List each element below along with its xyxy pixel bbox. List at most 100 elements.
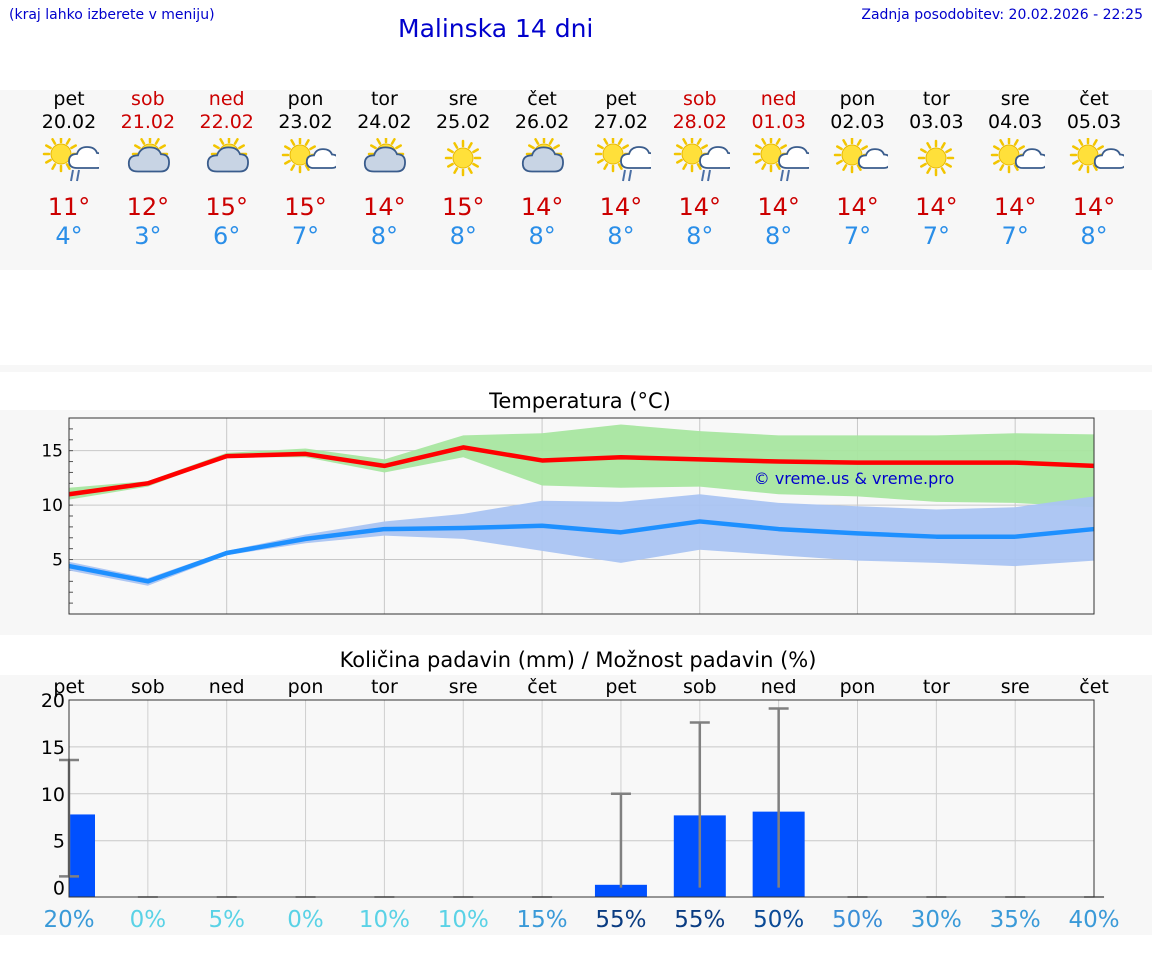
rain-probability-label: 55% bbox=[595, 907, 646, 933]
day-name: ned bbox=[208, 88, 245, 110]
day-column: sob 21.02 12° 3° bbox=[108, 88, 188, 250]
weather-icon-slot bbox=[914, 138, 958, 188]
rain-bar bbox=[594, 884, 647, 897]
temp-max-line bbox=[68, 445, 1095, 497]
weather-icon-slot bbox=[42, 138, 99, 188]
rain-day-label: ned bbox=[761, 676, 797, 698]
sun-small-cloud-icon bbox=[281, 138, 336, 174]
day-min-temp: 8° bbox=[686, 222, 714, 250]
day-min-temp: 7° bbox=[291, 222, 320, 250]
rain-day-label: sre bbox=[449, 676, 478, 698]
day-name: pet bbox=[605, 88, 637, 110]
rain-day-label: tor bbox=[923, 676, 950, 698]
rain-probability-label: 50% bbox=[753, 907, 804, 933]
day-column: čet 26.02 14° 8° bbox=[502, 88, 582, 250]
rain-day-label: pet bbox=[53, 676, 84, 698]
day-max-temp: 14° bbox=[1072, 193, 1116, 221]
rain-y-tick-label: 0 bbox=[53, 878, 65, 900]
day-column: pon 02.03 14° 7° bbox=[818, 88, 898, 250]
day-column: pet 20.02 11° 4° bbox=[29, 88, 109, 250]
temp-y-tick-label: 5 bbox=[52, 551, 63, 571]
rain-y-tick-label: 15 bbox=[41, 737, 65, 759]
day-column: tor 03.03 14° 7° bbox=[896, 88, 976, 250]
rain-day-label: pet bbox=[605, 676, 636, 698]
day-max-temp: 12° bbox=[126, 193, 170, 221]
day-name: pon bbox=[839, 88, 876, 110]
rain-probability-label: 30% bbox=[911, 907, 962, 933]
day-max-temp: 14° bbox=[599, 193, 643, 221]
weather-icon-slot bbox=[990, 138, 1046, 188]
day-name: pon bbox=[287, 88, 324, 110]
day-date: 26.02 bbox=[514, 111, 570, 133]
weather-icon-slot bbox=[594, 138, 651, 188]
weather-icon-slot bbox=[752, 138, 809, 188]
last-update: Zadnja posodobitev: 20.02.2026 - 22:25 bbox=[861, 7, 1143, 23]
day-max-temp: 14° bbox=[520, 193, 564, 221]
day-date: 01.03 bbox=[751, 111, 806, 133]
weather-icon-slot bbox=[281, 138, 336, 188]
sun-cloud-rain-icon bbox=[42, 138, 99, 182]
rain-plot-area bbox=[69, 700, 1094, 897]
day-max-temp: 14° bbox=[836, 193, 879, 221]
day-min-temp: 7° bbox=[922, 222, 950, 250]
day-date: 25.02 bbox=[436, 111, 491, 133]
rain-probability-label: 5% bbox=[208, 907, 245, 933]
rain-y-tick-label: 5 bbox=[53, 831, 65, 853]
day-min-temp: 8° bbox=[528, 222, 556, 250]
temp-min-line bbox=[68, 519, 1095, 584]
rain-probability-label: 40% bbox=[1068, 907, 1119, 933]
rain-bar bbox=[69, 814, 95, 897]
day-name: čet bbox=[527, 88, 557, 110]
rain-day-label: ned bbox=[209, 676, 245, 698]
location-hint: (kraj lahko izberete v meniju) bbox=[9, 7, 215, 23]
sun-behind-cloud-icon bbox=[206, 138, 249, 173]
rain-y-tick-label: 10 bbox=[41, 784, 65, 806]
precipitation-chart: Količina padavin (mm) / Možnost padavin … bbox=[0, 648, 1152, 935]
day-max-temp: 15° bbox=[205, 193, 248, 221]
temp-y-tick-label: 10 bbox=[41, 496, 63, 516]
day-name: sre bbox=[448, 88, 478, 110]
sun-small-cloud-icon bbox=[990, 138, 1046, 174]
weather-icon-slot bbox=[520, 138, 565, 188]
day-date: 21.02 bbox=[120, 111, 176, 133]
day-min-temp: 7° bbox=[843, 222, 872, 250]
day-min-temp: 8° bbox=[607, 222, 635, 250]
rain-day-label: pon bbox=[840, 676, 876, 698]
rain-probability-label: 15% bbox=[517, 907, 568, 933]
day-name: sob bbox=[131, 88, 165, 110]
rain-day-label: tor bbox=[371, 676, 398, 698]
day-column: čet 05.03 14° 8° bbox=[1054, 88, 1134, 250]
weather-icon-slot bbox=[441, 138, 485, 188]
day-name: ned bbox=[760, 88, 797, 110]
day-max-temp: 15° bbox=[441, 193, 485, 221]
rain-day-label: čet bbox=[527, 676, 557, 698]
sun-behind-cloud-icon bbox=[127, 138, 170, 173]
day-min-temp: 8° bbox=[370, 222, 399, 250]
rain-chart-title: Količina padavin (mm) / Možnost padavin … bbox=[340, 648, 817, 672]
page-title: Malinska 14 dni bbox=[398, 14, 594, 43]
rain-day-label: sob bbox=[131, 676, 165, 698]
day-date: 22.02 bbox=[199, 111, 254, 133]
day-max-temp: 14° bbox=[993, 193, 1037, 221]
rain-probability-label: 50% bbox=[832, 907, 883, 933]
rain-probability-label: 10% bbox=[359, 907, 410, 933]
sun-cloud-rain-icon bbox=[752, 138, 809, 182]
day-max-temp: 14° bbox=[757, 193, 800, 221]
watermark: © vreme.us & vreme.pro bbox=[754, 469, 955, 488]
day-date: 05.03 bbox=[1066, 111, 1122, 133]
sun-small-cloud-icon bbox=[833, 138, 888, 174]
day-column: pet 27.02 14° 8° bbox=[581, 88, 661, 250]
temp-max-band bbox=[69, 424, 1094, 508]
rain-plot-frame bbox=[68, 699, 1095, 898]
day-date: 02.03 bbox=[830, 111, 885, 133]
rain-day-label: sob bbox=[683, 676, 717, 698]
day-min-temp: 6° bbox=[213, 222, 241, 250]
rain-probability-label: 20% bbox=[43, 907, 94, 933]
rain-probability-label: 0% bbox=[130, 907, 167, 933]
day-max-temp: 14° bbox=[678, 193, 722, 221]
weather-icon-slot bbox=[1069, 138, 1125, 188]
day-min-temp: 8° bbox=[1080, 222, 1108, 250]
rain-day-label: pon bbox=[288, 676, 324, 698]
sun-icon bbox=[918, 139, 955, 177]
day-min-temp: 3° bbox=[134, 222, 162, 250]
